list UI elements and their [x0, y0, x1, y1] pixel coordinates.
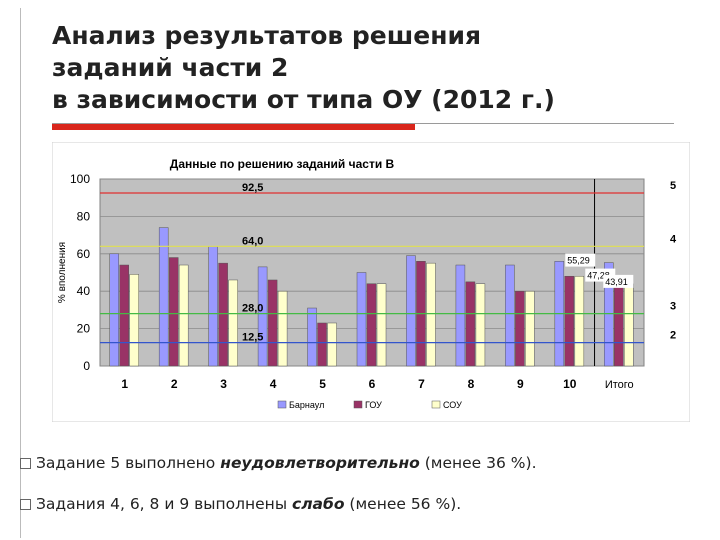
legend-swatch-0	[277, 400, 287, 409]
x-tick-label-6: 7	[418, 377, 425, 391]
bar-СОУ-5	[327, 322, 337, 367]
slide-left-border	[20, 8, 21, 538]
threshold-label-5: 92,5	[242, 182, 263, 194]
chart-container: 0 20 40 60 80 100 Данные по решению заданий ча…	[52, 142, 690, 422]
bar-ГОУ-3	[218, 262, 228, 367]
x-tick-label-1: 2	[171, 377, 178, 391]
bar-ГОУ-5	[317, 322, 327, 367]
note-line-1: Задание 5 выполнено неудовлетворительно …	[36, 454, 537, 472]
bar-Барнаул-1	[109, 253, 119, 367]
x-tick-label-7: 8	[468, 377, 475, 391]
note-2-post: (менее 56 %).	[344, 495, 462, 513]
y-tick-label-5: 100	[70, 172, 90, 186]
bar-Барнаул-3	[208, 246, 218, 367]
threshold-label-2: 12,5	[242, 332, 263, 344]
total-value-label-0: 55,29	[567, 256, 590, 266]
x-tick-label-10: Итого	[605, 379, 634, 391]
note-1-emph: неудовлетворительно	[220, 454, 420, 472]
bullet-square-1	[20, 458, 31, 469]
x-tick-label-5: 6	[369, 377, 376, 391]
grade-label-2: 2	[670, 330, 676, 342]
grade-label-4: 4	[670, 233, 677, 245]
total-callout-bg-2	[603, 274, 634, 288]
bar-СОУ-9	[525, 290, 535, 367]
slide-title: Анализ результатов решения заданий части…	[52, 20, 692, 116]
legend-label-1: ГОУ	[365, 400, 382, 410]
threshold-label-4: 64,0	[242, 235, 263, 247]
bar-ГОУ-1	[119, 264, 129, 367]
bar-Барнаул-8	[455, 264, 466, 367]
bar-Барнаул-9	[505, 264, 515, 367]
bar-ГОУ-8	[465, 281, 476, 367]
total-value-label-2: 43,91	[605, 277, 628, 287]
y-tick-label-3: 60	[77, 247, 91, 261]
title-accent-bar	[52, 124, 415, 130]
note-2-emph: слабо	[292, 495, 345, 513]
x-tick-label-0: 1	[121, 377, 128, 391]
note-2-pre: Задания 4, 6, 8 и 9 выполнены	[36, 495, 292, 513]
bar-ГОУ-10	[564, 275, 575, 367]
bar-ГОУ-2	[168, 257, 179, 367]
title-line-3: в зависимости от типа ОУ (2012 г.)	[52, 85, 555, 114]
legend-swatch-2	[431, 400, 441, 409]
bar-СОУ-2	[178, 264, 189, 367]
bar-СОУ-Итого	[624, 283, 634, 367]
x-tick-label-4: 5	[319, 377, 326, 391]
grade-label-5: 5	[670, 180, 676, 192]
bar-Барнаул-2	[158, 227, 169, 367]
bar-СОУ-8	[475, 283, 486, 367]
y-tick-label-2: 40	[77, 284, 91, 298]
title-line-1: Анализ результатов решения	[52, 21, 482, 50]
x-tick-label-9: 10	[563, 377, 577, 391]
legend-label-0: Барнаул	[289, 400, 324, 410]
y-tick-label-0: 0	[83, 359, 90, 373]
chart-title: Данные по решению заданий части В	[170, 157, 395, 171]
total-value-label-1: 47,28	[587, 271, 610, 281]
grade-label-3: 3	[670, 301, 676, 313]
x-tick-label-8: 9	[517, 377, 524, 391]
threshold-label-3: 28,0	[242, 303, 263, 315]
bar-СОУ-1	[129, 274, 139, 367]
y-tick-label-1: 20	[77, 322, 91, 336]
y-tick-label-4: 80	[77, 209, 91, 223]
bar-Барнаул-Итого	[604, 262, 614, 367]
note-line-2: Задания 4, 6, 8 и 9 выполнены слабо (мен…	[36, 495, 461, 513]
total-callout-bg-0	[565, 253, 596, 267]
bar-СОУ-3	[228, 279, 238, 367]
bar-Барнаул-6	[356, 272, 367, 367]
bar-Барнаул-7	[406, 255, 416, 367]
bar-СОУ-10	[574, 275, 585, 367]
bar-ГОУ-9	[515, 290, 525, 367]
note-1-pre: Задание 5 выполнено	[36, 454, 221, 472]
bar-ГОУ-Итого	[614, 277, 624, 367]
bar-СОУ-7	[426, 262, 436, 367]
bar-Барнаул-5	[307, 307, 317, 367]
note-1-post: (менее 36 %).	[419, 454, 537, 472]
title-rule	[52, 123, 674, 124]
legend-label-2: СОУ	[443, 400, 462, 410]
bullet-square-2	[20, 499, 31, 510]
bar-ГОУ-4	[267, 279, 278, 367]
bar-Барнаул-4	[257, 266, 268, 367]
title-line-2: заданий части 2	[52, 53, 289, 82]
x-tick-label-2: 3	[220, 377, 227, 391]
y-axis-label: % вполнения	[57, 242, 68, 303]
bar-chart: 0 20 40 60 80 100 Данные по решению заданий ча…	[52, 142, 690, 422]
bar-СОУ-4	[277, 290, 288, 367]
bar-ГОУ-6	[366, 283, 377, 367]
bar-СОУ-6	[376, 283, 387, 367]
x-tick-label-3: 4	[270, 377, 277, 391]
legend-swatch-1	[353, 400, 363, 409]
